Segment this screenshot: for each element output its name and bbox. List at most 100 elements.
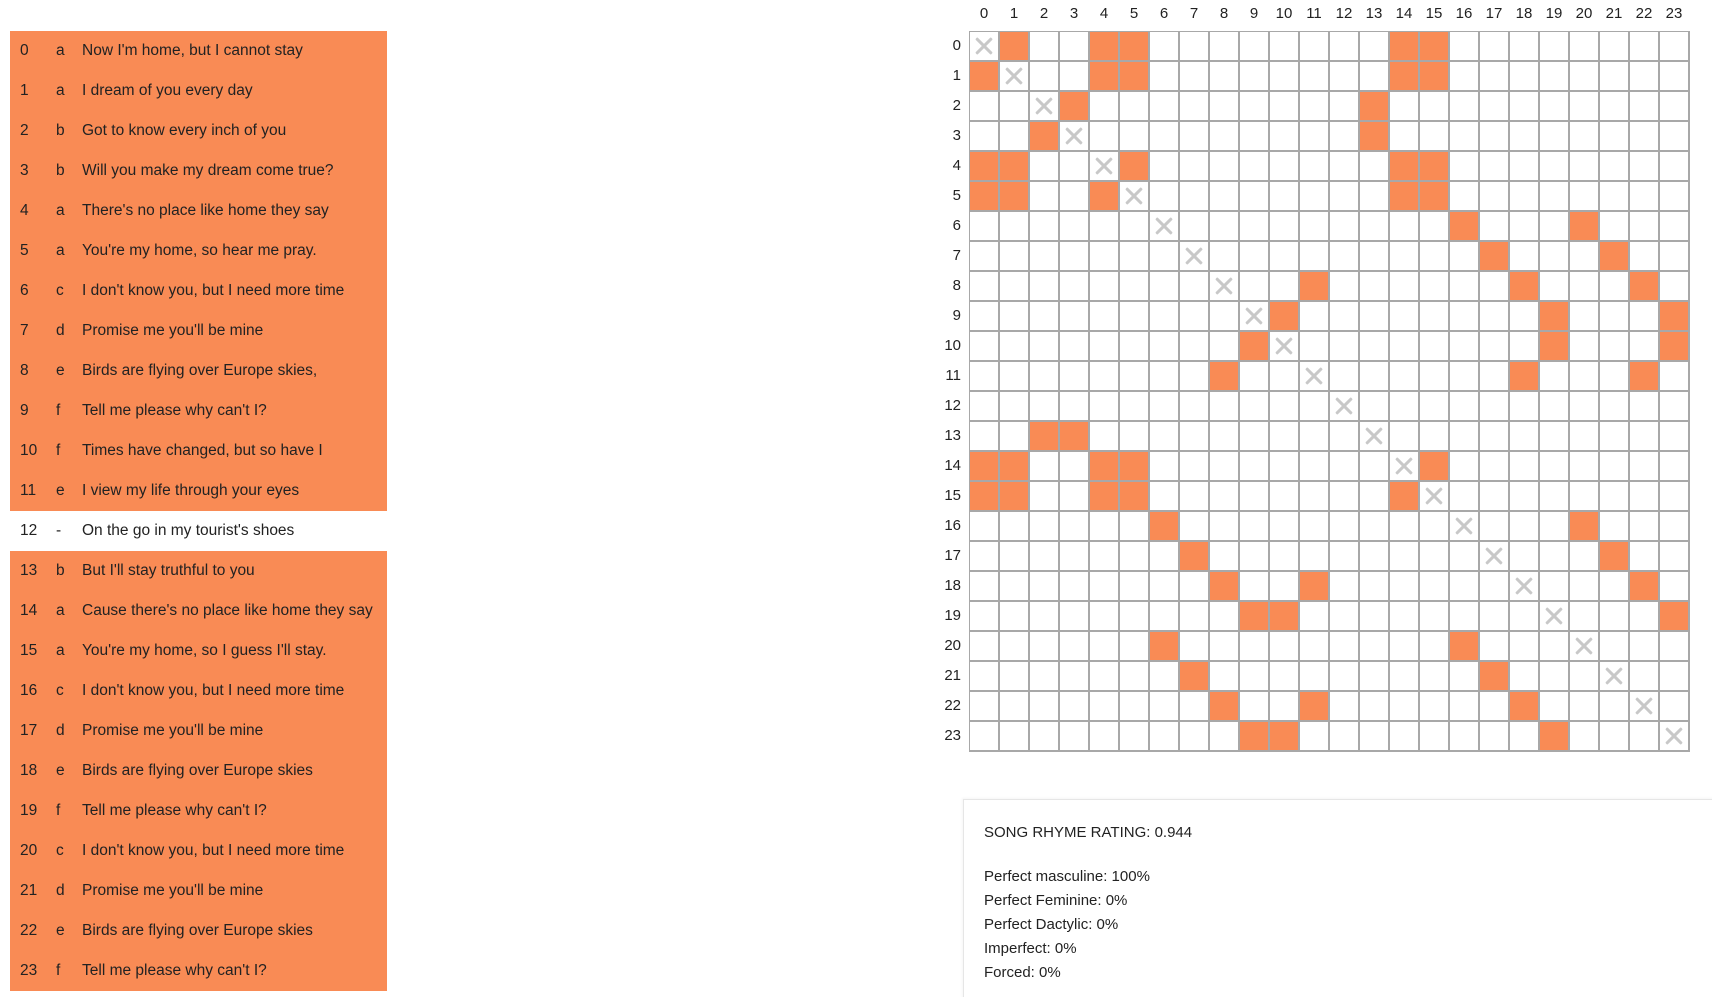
x-mark-icon (1360, 422, 1390, 452)
matrix-col-label: 15 (1425, 5, 1443, 22)
matrix-cell-rhyme (1120, 62, 1150, 92)
matrix-cell-rhyme (1060, 422, 1090, 452)
matrix-row-label: 18 (944, 577, 961, 594)
matrix-cell (1330, 662, 1360, 692)
matrix-cell (1150, 572, 1180, 602)
matrix-cell (1420, 572, 1450, 602)
matrix-cell (1600, 272, 1630, 302)
lyric-line-number: 8 (20, 362, 29, 379)
matrix-cell (1570, 662, 1600, 692)
matrix-cell (1210, 242, 1240, 272)
matrix-cell (1390, 392, 1420, 422)
matrix-cell (1150, 92, 1180, 122)
matrix-cell (1480, 452, 1510, 482)
matrix-cell-rhyme (1000, 482, 1030, 512)
matrix-cell (1540, 452, 1570, 482)
lyric-rhyme-letter: - (56, 522, 62, 539)
matrix-cell (1330, 182, 1360, 212)
x-mark-icon (1660, 722, 1690, 752)
matrix-cell (1330, 602, 1360, 632)
matrix-cell (1000, 722, 1030, 752)
matrix-cell (1030, 272, 1060, 302)
matrix-cell (1180, 452, 1210, 482)
matrix-cell (1270, 212, 1300, 242)
matrix-cell (1060, 212, 1090, 242)
lyric-line-number: 22 (20, 922, 38, 939)
matrix-cell (1420, 542, 1450, 572)
lyric-text: There's no place like home they say (82, 202, 329, 219)
matrix-cell (1630, 152, 1660, 182)
matrix-cell (1420, 212, 1450, 242)
matrix-cell (1210, 392, 1240, 422)
matrix-cell (1030, 392, 1060, 422)
matrix-col-label: 10 (1275, 5, 1293, 22)
matrix-cell (1210, 662, 1240, 692)
lyric-rhyme-letter: f (56, 442, 61, 459)
matrix-row-label: 16 (944, 517, 961, 534)
matrix-cell (1330, 512, 1360, 542)
matrix-cell (1150, 272, 1180, 302)
matrix-row-label: 8 (952, 277, 961, 294)
lyric-line: 12 - On the go in my tourist's shoes (10, 511, 387, 551)
matrix-cell (1360, 392, 1390, 422)
stat-perfect-feminine: Perfect Feminine: 0% (984, 892, 1128, 909)
matrix-cell (1570, 92, 1600, 122)
matrix-cell (1660, 692, 1690, 722)
matrix-cell (1120, 572, 1150, 602)
matrix-cell (1120, 92, 1150, 122)
matrix-cell (1030, 482, 1060, 512)
matrix-cell-rhyme (1210, 692, 1240, 722)
matrix-cell (1150, 362, 1180, 392)
matrix-cell (1390, 92, 1420, 122)
lyric-text: Cause there's no place like home they sa… (82, 602, 373, 619)
x-mark-icon (1630, 692, 1660, 722)
matrix-cell (1060, 362, 1090, 392)
lyric-line-number: 2 (20, 122, 29, 139)
matrix-cell (1420, 722, 1450, 752)
matrix-cell (1510, 482, 1540, 512)
matrix-cell (1000, 272, 1030, 302)
matrix-cell (1510, 32, 1540, 62)
matrix-cell-rhyme (1570, 212, 1600, 242)
lyric-rhyme-letter: b (56, 122, 65, 139)
matrix-cell (1660, 152, 1690, 182)
matrix-cell (970, 92, 1000, 122)
matrix-cell-rhyme (1270, 602, 1300, 632)
lyric-line-number: 20 (20, 842, 38, 859)
x-mark-icon (1240, 302, 1270, 332)
matrix-cell (1360, 722, 1390, 752)
matrix-cell (1300, 182, 1330, 212)
matrix-cell (1090, 722, 1120, 752)
matrix-cell-rhyme (1000, 152, 1030, 182)
matrix-cell (1240, 62, 1270, 92)
matrix-row-label: 21 (944, 667, 961, 684)
matrix-cell (1060, 302, 1090, 332)
matrix-cell (1480, 392, 1510, 422)
matrix-cell (1180, 512, 1210, 542)
lyric-rhyme-letter: a (56, 82, 65, 99)
matrix-cell (1000, 692, 1030, 722)
matrix-cell-rhyme (1360, 122, 1390, 152)
matrix-cell (1180, 152, 1210, 182)
matrix-cell (1360, 512, 1390, 542)
matrix-col-label: 6 (1159, 5, 1169, 22)
matrix-cell (1180, 722, 1210, 752)
lyric-line-number: 19 (20, 802, 38, 819)
x-mark-icon (1510, 572, 1540, 602)
matrix-cell (1120, 512, 1150, 542)
lyric-text: Tell me please why can't I? (82, 962, 267, 979)
matrix-cell (1150, 182, 1180, 212)
lyric-text: Promise me you'll be mine (82, 882, 264, 899)
matrix-col-label: 3 (1069, 5, 1079, 22)
matrix-cell-rhyme (970, 452, 1000, 482)
matrix-cell (1420, 422, 1450, 452)
matrix-cell (1210, 542, 1240, 572)
matrix-cell (1480, 572, 1510, 602)
matrix-cell (1300, 302, 1330, 332)
matrix-cell (1060, 332, 1090, 362)
matrix-cell-rhyme (970, 152, 1000, 182)
lyric-rhyme-letter: f (56, 802, 61, 819)
matrix-cell (1450, 452, 1480, 482)
lyric-text: I don't know you, but I need more time (82, 682, 345, 699)
matrix-col-label: 20 (1575, 5, 1593, 22)
